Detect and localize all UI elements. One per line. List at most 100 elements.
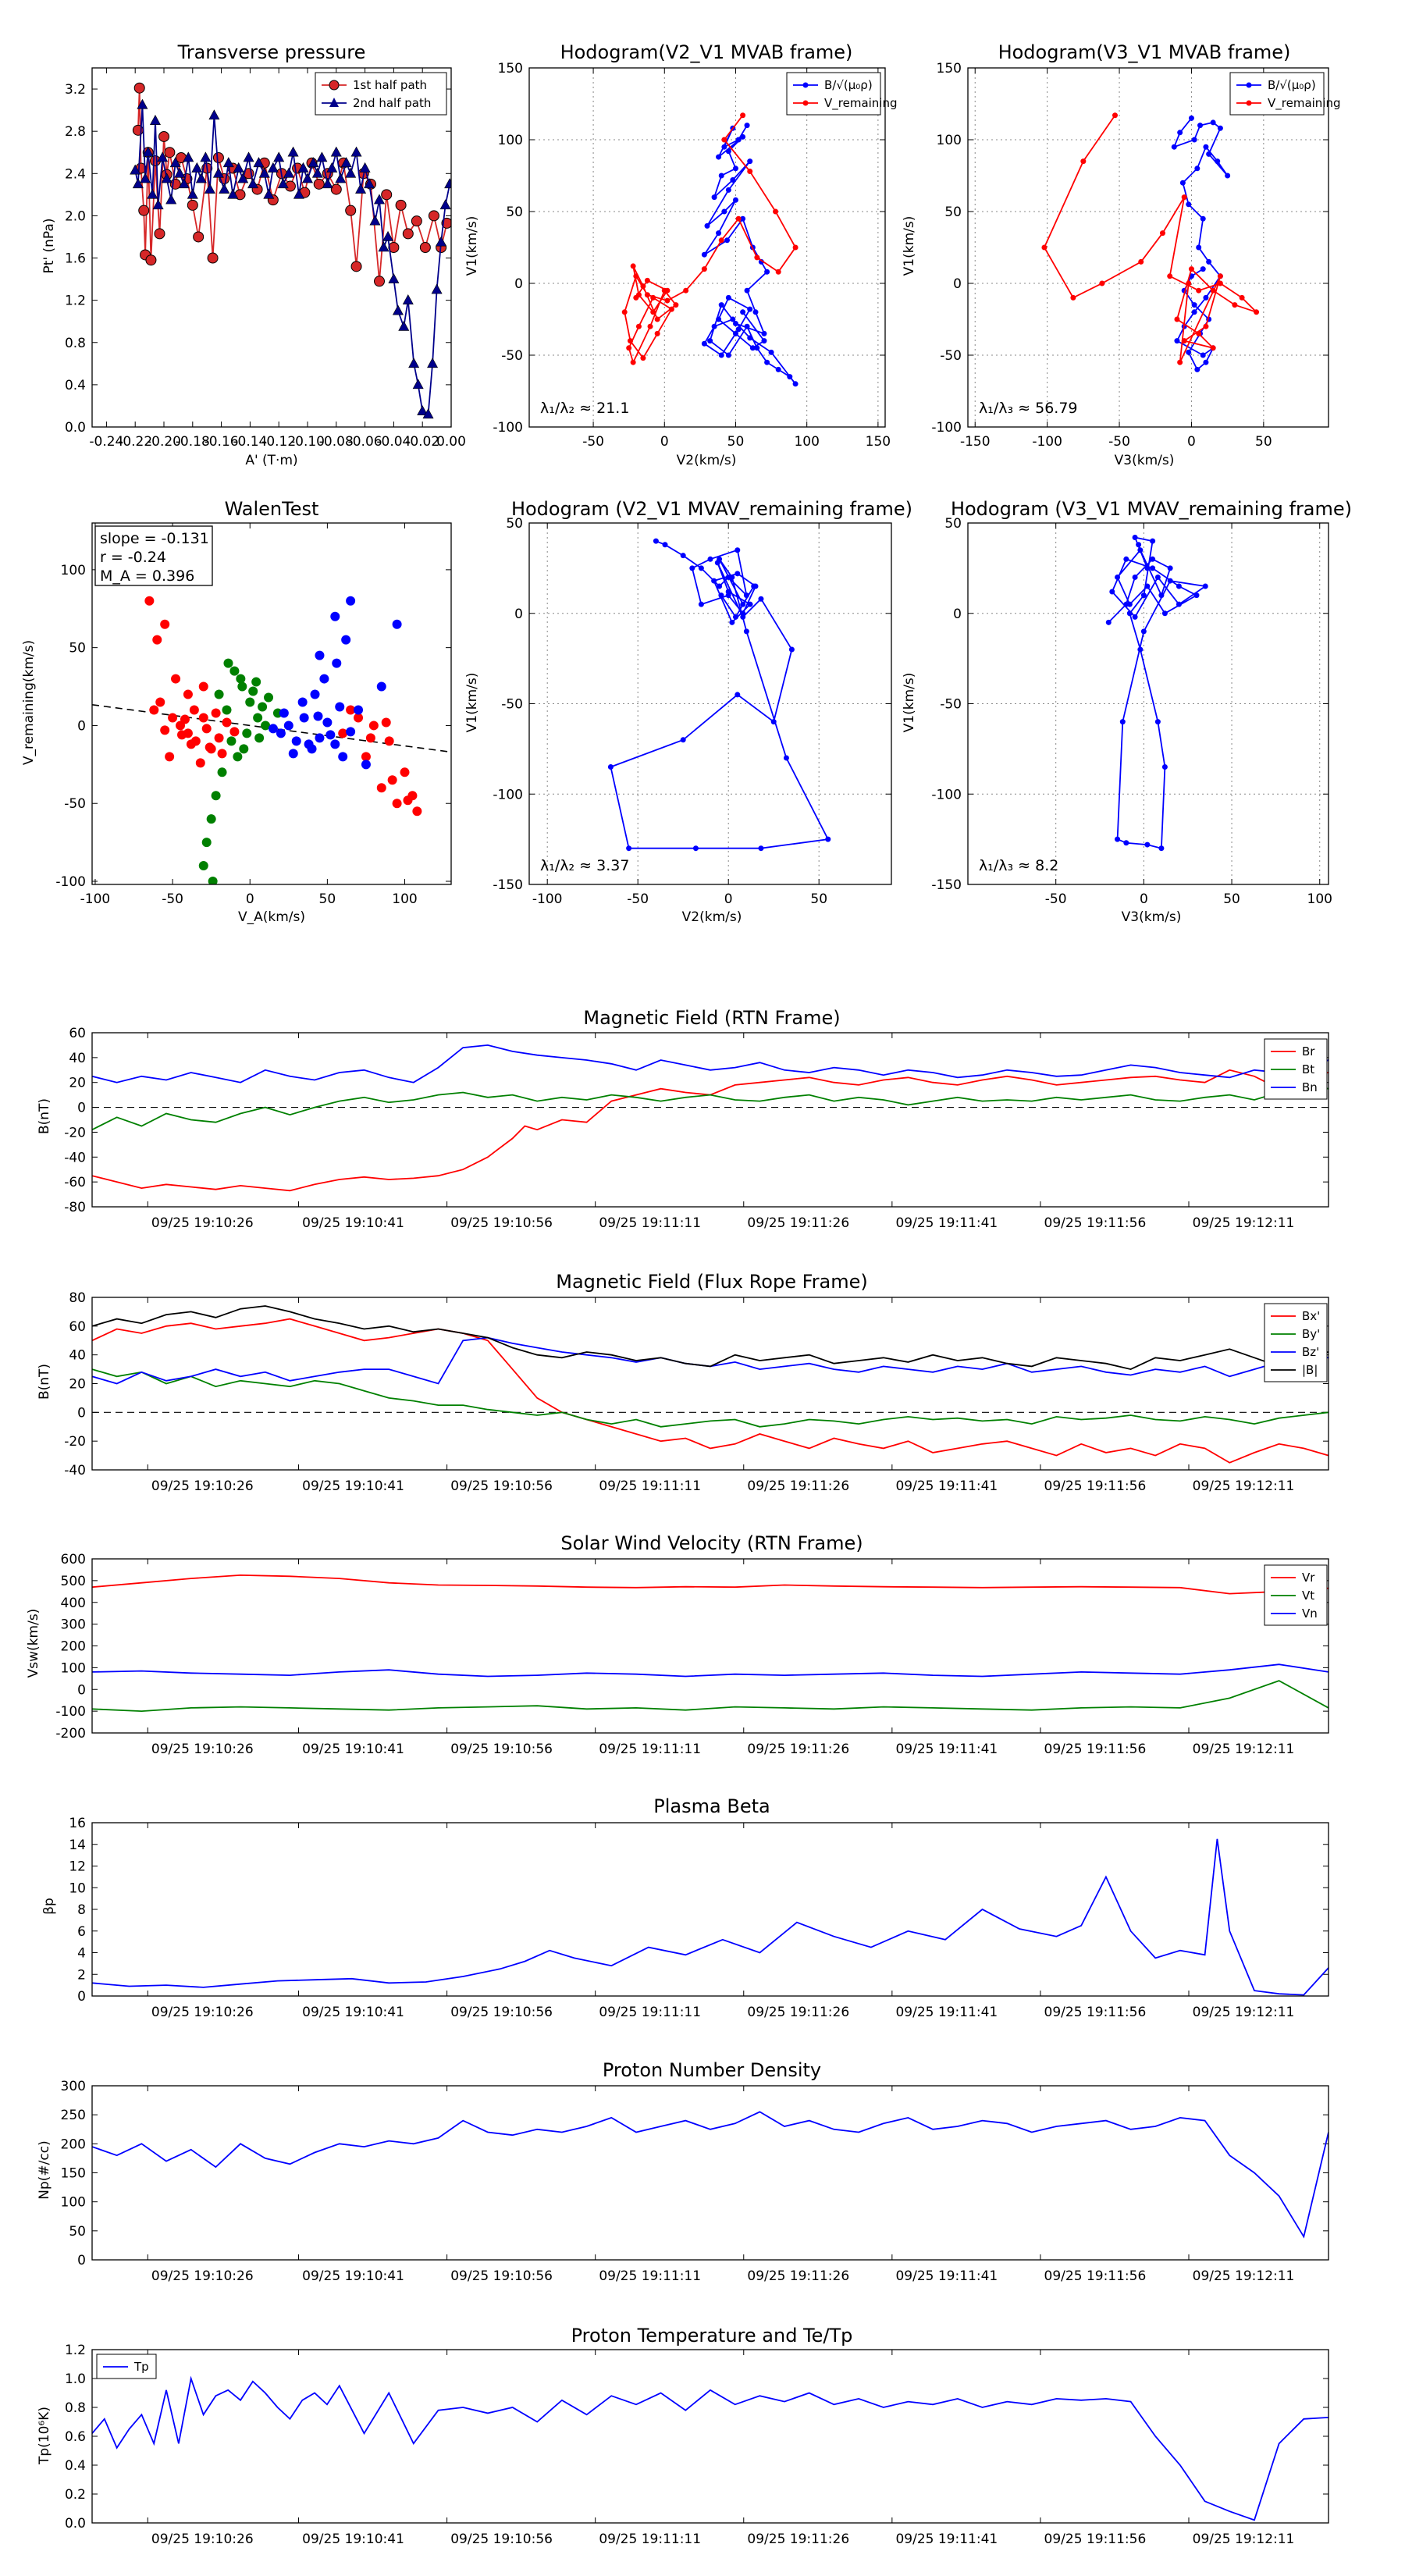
ytick-label: -50: [501, 348, 523, 364]
data-point: [189, 705, 199, 715]
ytick-label: 0: [77, 2253, 86, 2268]
plot-area: [92, 1305, 1329, 1464]
title-hodogram-v3v1-mvav: Hodogram (V3_V1 MVAV_remaining frame): [951, 498, 1352, 520]
data-point: [263, 188, 275, 199]
data-point: [740, 215, 746, 222]
data-point: [698, 565, 704, 571]
xtick-label: 09/25 19:10:56: [450, 1742, 553, 1757]
ytick-label: 0: [514, 607, 523, 622]
series-line-Bx: [92, 1318, 1329, 1464]
data-point: [200, 151, 212, 162]
data-point: [297, 162, 309, 173]
series-line-2ndhalfpath: [134, 105, 451, 416]
data-point: [732, 330, 738, 336]
data-point: [345, 205, 357, 216]
data-point: [316, 151, 328, 162]
data-point: [732, 614, 738, 620]
ytick-label: 1.2: [65, 294, 86, 309]
ytick-label: 300: [61, 2079, 86, 2094]
data-point: [1144, 583, 1151, 589]
eigenvalue-ratio-label: λ₁/λ₂ ≈ 3.37: [540, 857, 629, 874]
data-point: [747, 306, 753, 312]
data-point: [1177, 359, 1183, 365]
data-point: [160, 619, 170, 629]
xtick-label: -0.20: [147, 434, 181, 450]
data-point: [758, 596, 764, 602]
ytick-label: 50: [944, 205, 962, 220]
data-point: [792, 244, 799, 251]
legend-label: Vt: [1302, 1589, 1314, 1603]
data-point: [735, 571, 741, 577]
data-point: [330, 146, 342, 157]
title-mag-field-flux-rope: Magnetic Field (Flux Rope Frame): [556, 1271, 867, 1293]
data-point: [1203, 294, 1209, 301]
ytick-label: 100: [937, 133, 962, 148]
data-point: [735, 215, 742, 222]
data-point: [340, 157, 352, 168]
series-line-B: [92, 1305, 1329, 1371]
data-point: [633, 294, 639, 301]
ytick-label: 3.2: [65, 82, 86, 98]
data-point: [237, 681, 247, 692]
xtick-label: 09/25 19:11:26: [747, 2005, 849, 2020]
data-point: [161, 173, 173, 183]
data-point: [1136, 542, 1142, 548]
legend-marker: [802, 100, 809, 106]
data-point: [198, 861, 208, 871]
data-point: [607, 764, 614, 770]
ytick-label: -100: [931, 420, 962, 436]
data-point: [374, 276, 385, 287]
plot-area: [1105, 535, 1208, 852]
data-point: [758, 845, 764, 852]
data-point: [201, 724, 212, 734]
data-point: [1154, 574, 1161, 580]
data-point: [1196, 244, 1202, 251]
data-point: [1137, 646, 1144, 653]
data-point: [626, 345, 632, 351]
data-point: [740, 309, 746, 315]
legend-label: 2nd half path: [353, 96, 431, 110]
data-point: [644, 292, 650, 298]
series-line-B: [1108, 536, 1208, 849]
data-point: [137, 98, 148, 109]
data-point: [1176, 601, 1182, 607]
series-line-Vt: [92, 1680, 1329, 1713]
data-point: [427, 358, 439, 368]
plot-frame: [91, 1558, 1329, 1734]
xtick-label: 09/25 19:10:56: [450, 2005, 553, 2020]
ytick-label: 0: [953, 607, 962, 622]
data-point: [219, 183, 230, 194]
data-point: [308, 157, 319, 168]
data-point: [436, 236, 447, 247]
ytick-label: 2.0: [65, 208, 86, 224]
data-point: [222, 157, 234, 168]
legend-label: Vr: [1302, 1571, 1315, 1585]
data-point: [288, 749, 298, 759]
legend-label: V_remaining: [1268, 96, 1341, 111]
ytick-label: 80: [69, 1290, 86, 1306]
data-point: [392, 799, 402, 809]
data-point: [725, 148, 731, 155]
data-point: [716, 316, 722, 322]
ytick-label: 400: [61, 1596, 86, 1611]
ytick-label: 0: [77, 1682, 86, 1698]
data-point: [1080, 158, 1087, 165]
data-point: [1194, 165, 1200, 172]
data-point: [1181, 194, 1187, 201]
title-mag-field-rtn: Magnetic Field (RTN Frame): [583, 1007, 840, 1029]
data-point: [1167, 565, 1173, 571]
data-point: [744, 123, 750, 129]
data-point: [701, 340, 707, 347]
data-point: [732, 197, 738, 203]
ytick-label: 100: [61, 1660, 86, 1676]
data-point: [180, 714, 190, 724]
data-point: [402, 228, 414, 240]
data-point: [1196, 330, 1202, 336]
ytick-label: 500: [61, 1574, 86, 1589]
data-point: [402, 294, 414, 304]
data-point: [205, 742, 215, 753]
plot-area: [92, 2111, 1329, 2239]
legend-label: |B|: [1302, 1363, 1318, 1377]
data-point: [373, 194, 386, 205]
